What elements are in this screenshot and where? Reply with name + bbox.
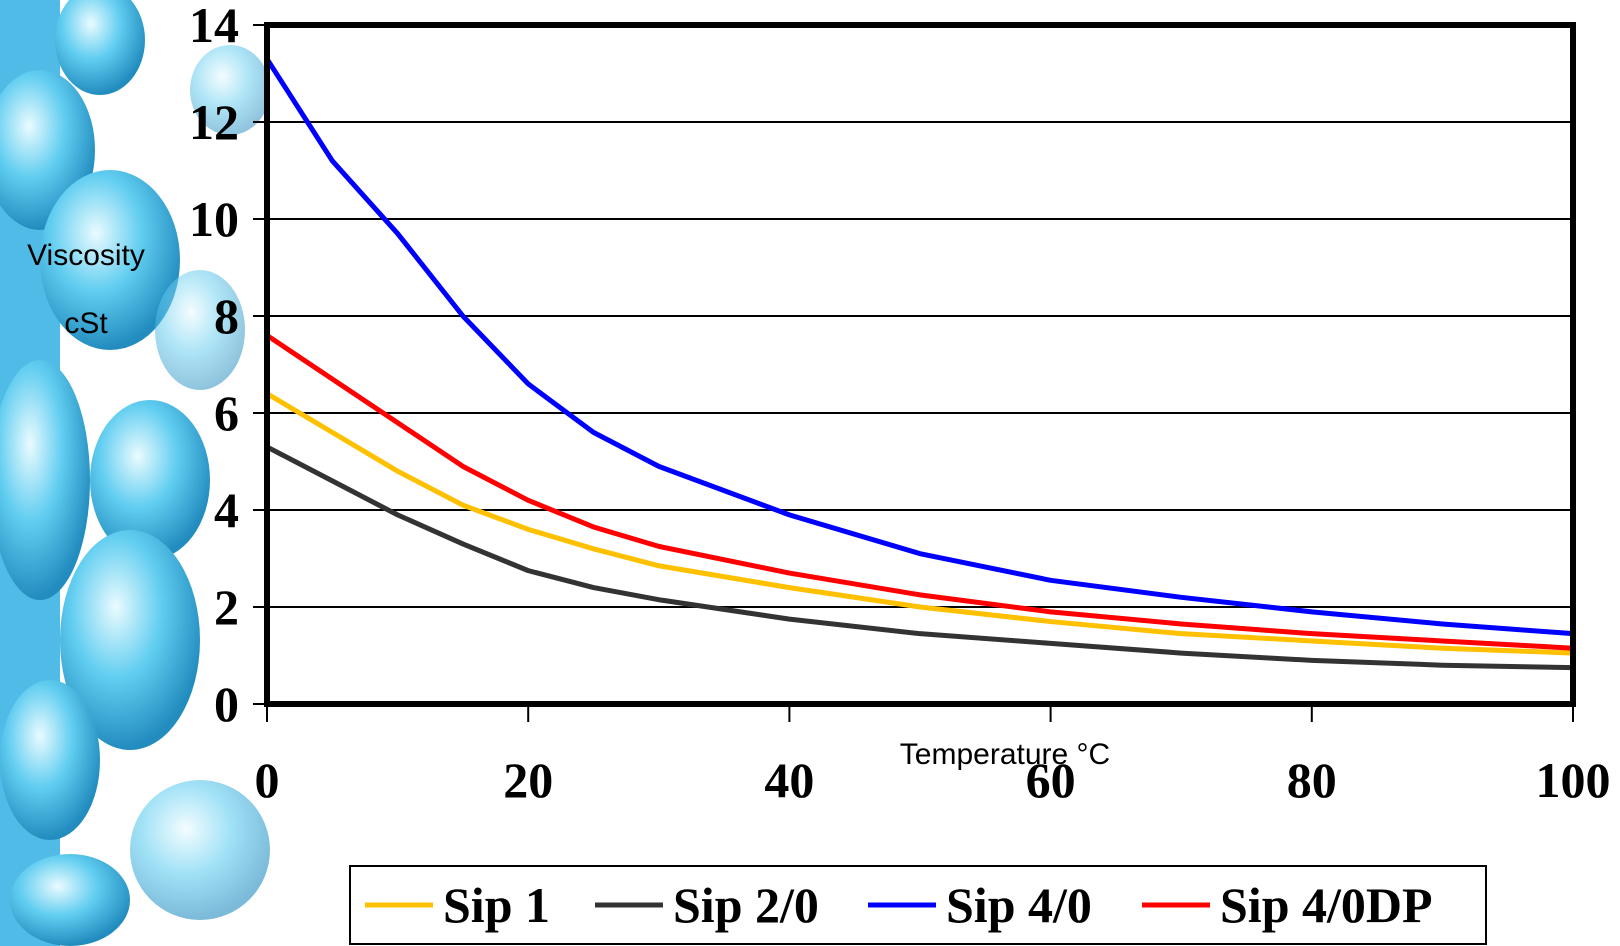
plot-frame	[264, 22, 1576, 707]
plot: 0 2 4 6 8 10 12 14 0 20 40 60 80 100	[189, 0, 1611, 808]
series-line	[265, 444, 1574, 671]
y-axis-label: Viscosity	[27, 239, 145, 272]
series-line	[265, 333, 1574, 651]
legend-label: Sip 4/0	[946, 877, 1092, 933]
y-axis-label: cSt	[64, 307, 108, 340]
y-tick-label: 8	[214, 288, 239, 344]
x-tick-label: 20	[503, 752, 553, 808]
y-tick-label: 6	[214, 385, 239, 441]
y-tick-label: 4	[214, 482, 239, 538]
x-tick-label: 80	[1287, 752, 1337, 808]
series-line	[264, 57, 1574, 637]
y-tick-label: 2	[214, 579, 239, 635]
y-tick-label: 12	[189, 94, 239, 150]
x-tick-label: 100	[1536, 752, 1611, 808]
legend-items: Sip 1 Sip 2/0 Sip 4/0 Sip 4/0DP	[365, 877, 1433, 933]
legend-label: Sip 4/0DP	[1220, 877, 1433, 933]
background-bubbles	[0, 0, 270, 946]
legend-label: Sip 1	[443, 877, 550, 933]
y-tick-label: 14	[189, 0, 239, 53]
legend-label: Sip 2/0	[673, 877, 819, 933]
x-axis-label: Temperature °C	[900, 738, 1110, 771]
y-tick-label: 10	[189, 191, 239, 247]
y-tick-label: 0	[214, 676, 239, 732]
series-line	[265, 391, 1574, 656]
x-tick-label: 60	[1026, 752, 1076, 808]
x-tick-label: 40	[764, 752, 814, 808]
x-tick-label: 0	[255, 752, 280, 808]
